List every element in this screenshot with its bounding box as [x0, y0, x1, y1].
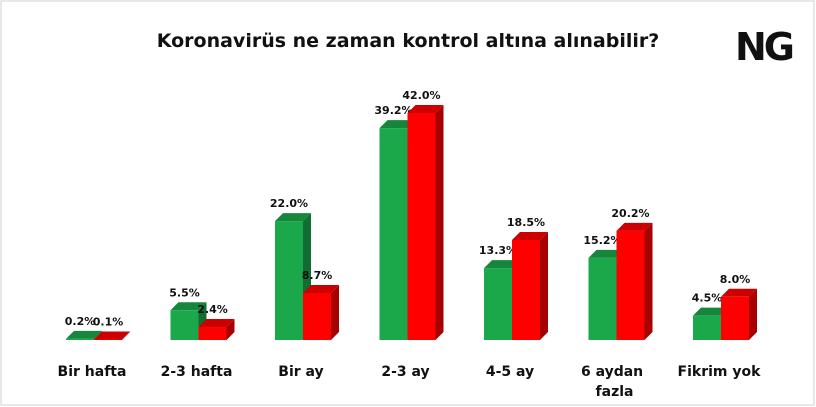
bar: [379, 128, 408, 340]
data-label: 42.0%: [402, 89, 440, 102]
data-label: 0.1%: [93, 315, 124, 328]
bar-side: [435, 105, 444, 340]
data-label: 0.2%: [65, 315, 96, 328]
data-label: 2.4%: [197, 303, 228, 316]
bar-top: [94, 331, 130, 340]
bar: [275, 221, 303, 340]
x-tick-label: Fikrim yok: [678, 364, 762, 380]
bar-top: [588, 249, 625, 258]
x-tick-label: 2-3 ay: [381, 364, 429, 380]
bar-top: [66, 330, 102, 339]
data-label: 5.5%: [169, 286, 200, 299]
bar-side: [540, 232, 548, 340]
chart-title: Koronavirüs ne zaman kontrol altına alın…: [157, 30, 660, 52]
bar: [721, 296, 749, 340]
data-label: 20.2%: [611, 207, 649, 220]
bar-side: [226, 319, 235, 340]
data-label: 8.7%: [302, 269, 333, 282]
x-tick-label: Bir ay: [278, 364, 323, 380]
x-tick-label: Bir hafta: [58, 364, 127, 380]
bar: [303, 292, 331, 340]
bar: [66, 338, 94, 340]
bar-top: [721, 288, 757, 297]
bar-top: [170, 302, 207, 311]
bar: [198, 327, 227, 340]
bar-top: [379, 120, 416, 129]
x-tick-label: 6 aydan fazla: [581, 364, 648, 400]
bar-side: [749, 288, 757, 340]
bar-top: [275, 213, 311, 222]
bar: [484, 268, 512, 340]
bar-top: [484, 260, 520, 269]
bar-top: [693, 307, 729, 316]
bar-side: [331, 284, 339, 340]
data-label: 13.3%: [479, 244, 517, 257]
bar-top: [616, 222, 653, 231]
data-label: 39.2%: [374, 104, 412, 117]
logo: NG: [735, 25, 793, 69]
data-label: 8.0%: [720, 273, 751, 286]
bar-side: [644, 222, 653, 340]
data-label: 22.0%: [270, 197, 308, 210]
bar: [170, 310, 199, 340]
bar: [693, 315, 721, 340]
bar: [407, 113, 436, 340]
bar-side: [122, 331, 130, 340]
bar: [512, 240, 540, 340]
bar: [94, 339, 122, 340]
bar-top: [512, 232, 548, 241]
bar: [588, 257, 617, 340]
bar-top: [303, 284, 339, 293]
data-label: 4.5%: [692, 292, 723, 305]
x-tick-label: 4-5 ay: [486, 364, 534, 380]
bar-top: [198, 319, 235, 328]
data-label: 18.5%: [507, 216, 545, 229]
bar-top: [407, 105, 444, 113]
bar: [616, 230, 645, 340]
x-tick-label: 2-3 hafta: [161, 364, 233, 380]
data-label: 15.2%: [583, 234, 621, 247]
